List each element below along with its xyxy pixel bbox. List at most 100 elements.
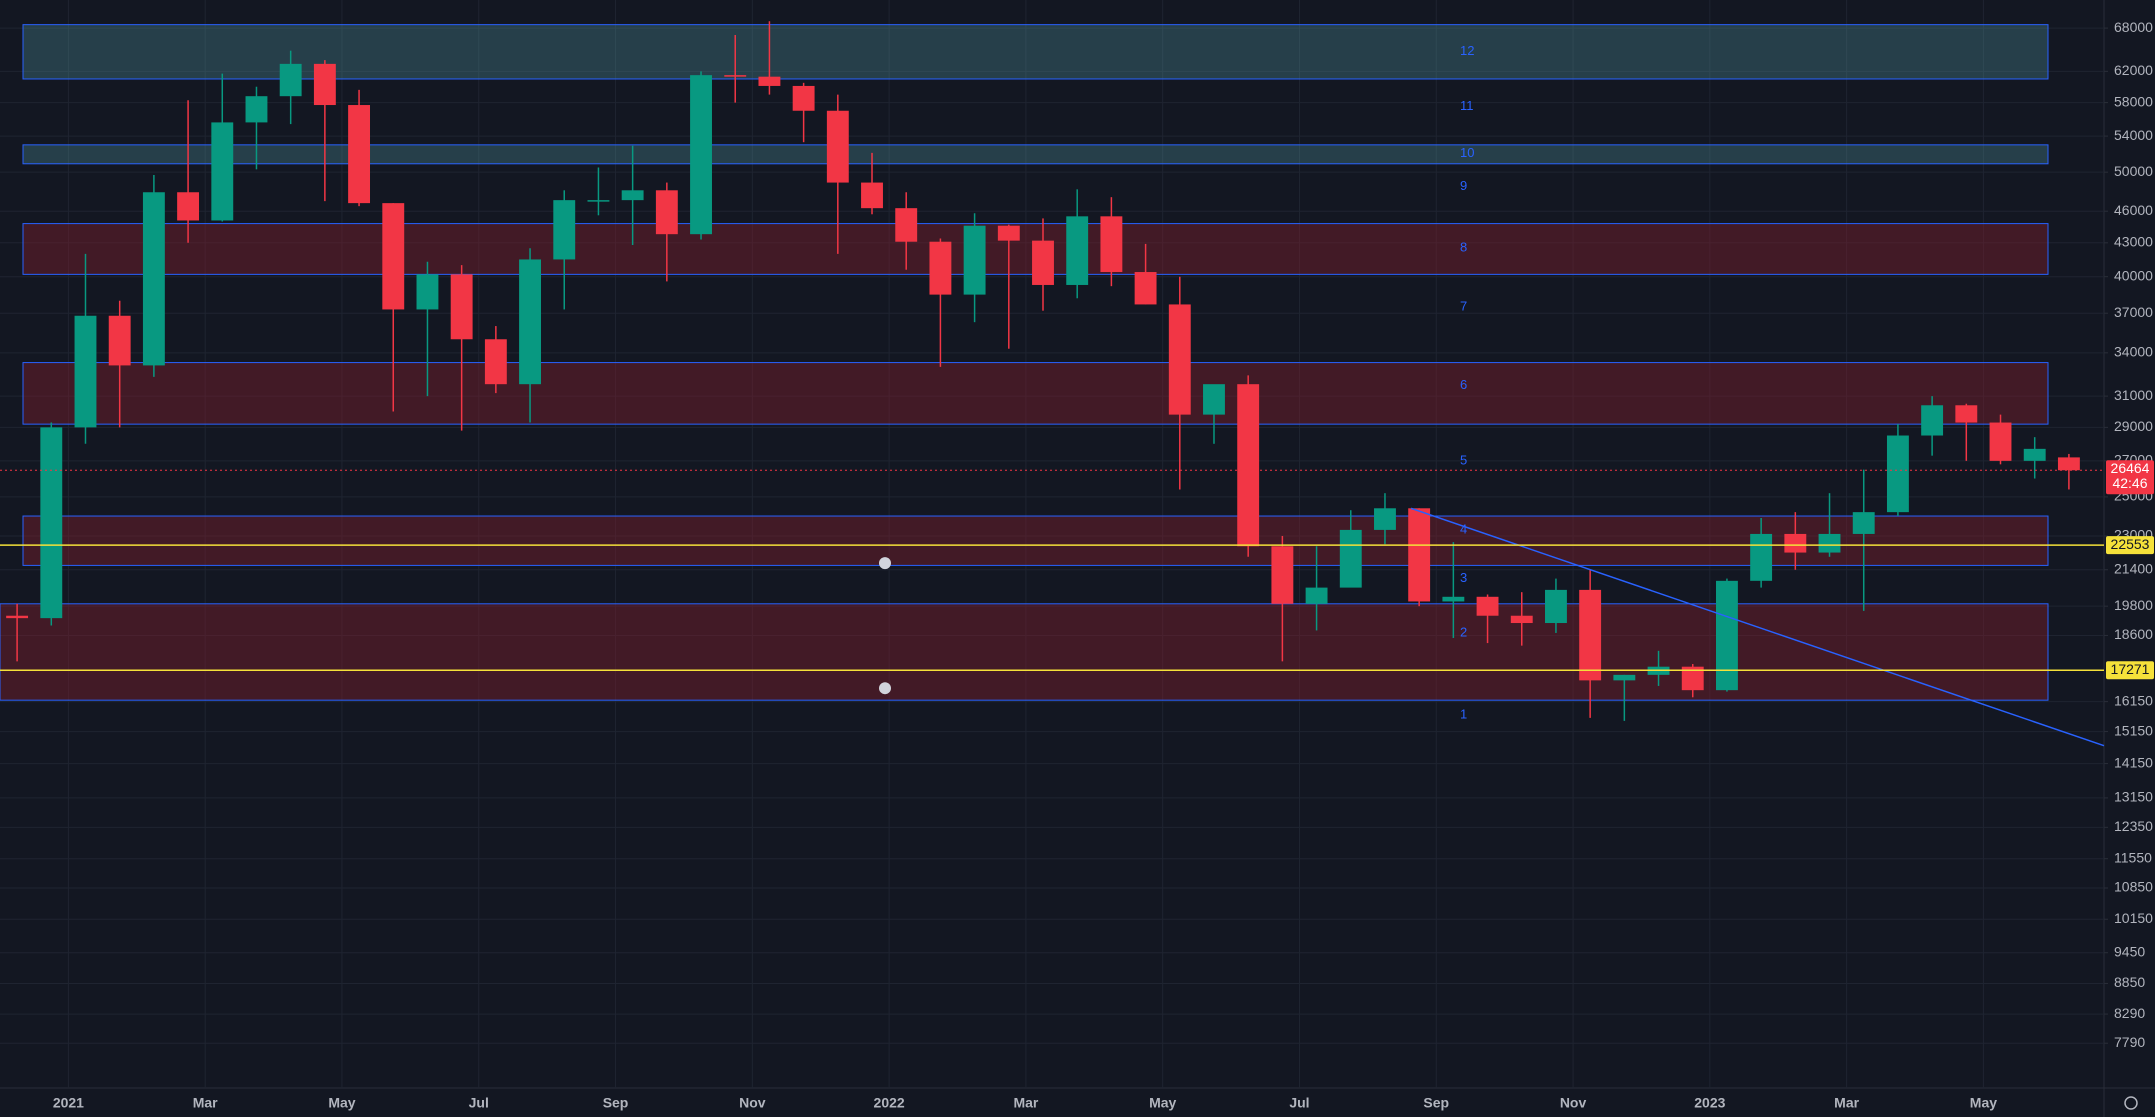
countdown-label: 42:46 [2112, 475, 2147, 491]
candle-body [724, 75, 747, 77]
candle-body [1305, 587, 1328, 604]
candle-body [1921, 405, 1944, 436]
candle-body [1579, 589, 1602, 681]
level-label: 8 [1460, 240, 1467, 255]
x-tick-label: 2023 [1694, 1095, 1725, 1111]
candle-body [861, 182, 883, 209]
y-tick-label: 10850 [2114, 879, 2153, 895]
x-tick-label: Jul [469, 1095, 489, 1111]
x-tick-label: Nov [1560, 1095, 1587, 1111]
x-tick-label: Sep [603, 1095, 629, 1111]
settings-icon[interactable] [2124, 1096, 2138, 1110]
zone-box [22, 362, 2049, 425]
x-tick-label: May [1149, 1095, 1176, 1111]
y-tick-label: 54000 [2114, 127, 2153, 143]
level-label: 5 [1460, 452, 1467, 467]
candle-body [655, 190, 678, 235]
candle-body [1032, 240, 1054, 285]
candle-body [1989, 422, 2012, 461]
candle-body [997, 225, 1020, 241]
candle-body [1852, 512, 1875, 534]
gear[interactable] [2124, 1096, 2138, 1110]
y-tick-label: 68000 [2114, 19, 2153, 35]
candle-body [74, 315, 97, 428]
y-tick-label: 8850 [2114, 974, 2145, 990]
x-tick-label: Mar [1013, 1095, 1038, 1111]
level-label: 9 [1460, 178, 1467, 193]
candle-body [1715, 580, 1738, 691]
x-tick-label: Jul [1289, 1095, 1309, 1111]
candle-body [1271, 546, 1294, 604]
candle-body [484, 339, 507, 385]
alarm-icon-circle [879, 682, 891, 695]
candle-body [553, 200, 576, 260]
x-tick-label: Sep [1423, 1095, 1449, 1111]
candle-body [313, 63, 336, 106]
y-tick-label: 29000 [2114, 418, 2153, 434]
y-tick-label: 8290 [2114, 1005, 2145, 1021]
y-tick-label: 18600 [2114, 626, 2153, 642]
price-badge [2106, 536, 2154, 555]
x-tick-label: Mar [1834, 1095, 1859, 1111]
candle-body [1750, 533, 1773, 581]
y-tick-label: 31000 [2114, 387, 2153, 403]
candle-body [108, 315, 131, 366]
level-label: 11 [1460, 98, 1474, 113]
candle-body [826, 110, 849, 183]
y-tick-label: 14150 [2114, 754, 2153, 770]
y-tick-label: 40000 [2114, 267, 2153, 283]
y-tick-label: 12350 [2114, 818, 2153, 834]
candle-body [1374, 508, 1396, 530]
level-label: 4 [1460, 521, 1467, 536]
candle-body [963, 225, 986, 295]
alarm-icon-circle [879, 557, 891, 570]
candle-body [1784, 533, 1807, 553]
candle-body [587, 200, 610, 202]
y-tick-label: 13150 [2114, 789, 2153, 805]
y-tick-label: 62000 [2114, 62, 2153, 78]
x-tick-label: May [328, 1095, 355, 1111]
y-tick-label: 37000 [2114, 304, 2153, 320]
candle-body [621, 190, 644, 201]
candle-body [690, 75, 712, 235]
candle-body [1818, 533, 1841, 553]
level-label: 7 [1460, 298, 1467, 313]
y-tick-label: 16150 [2114, 692, 2153, 708]
y-tick-label: 11550 [2114, 849, 2152, 865]
x-tick-label: 2021 [53, 1095, 84, 1111]
candle-body [1681, 666, 1704, 691]
x-tick-label: Mar [193, 1095, 218, 1111]
candle-body [519, 259, 541, 385]
y-tick-label: 43000 [2114, 234, 2153, 250]
level-label: 3 [1460, 570, 1467, 585]
y-tick-label: 50000 [2114, 163, 2153, 179]
x-tick-label: 2022 [874, 1095, 905, 1111]
candle-body [758, 76, 781, 86]
candle-body [211, 122, 234, 221]
y-tick-label: 58000 [2114, 93, 2153, 109]
candle-body [1510, 615, 1533, 624]
candle-body [1066, 216, 1089, 285]
x-tick-label: Nov [739, 1095, 766, 1111]
price-badge [2106, 661, 2154, 680]
candle-body [2057, 457, 2080, 471]
y-tick-label: 34000 [2114, 344, 2153, 360]
y-tick-label: 7790 [2114, 1034, 2145, 1050]
candle-body [450, 274, 473, 340]
level-label: 12 [1460, 43, 1474, 58]
candle-body [1886, 435, 1909, 513]
candle-body [1476, 596, 1499, 616]
candle-body [1613, 674, 1636, 681]
candle-body [895, 208, 918, 242]
candle-body [2023, 448, 2046, 461]
price-badge-label: 22553 [2111, 536, 2150, 552]
candle-body [1168, 304, 1191, 415]
y-tick-label: 21400 [2114, 560, 2153, 576]
candle-body [348, 105, 371, 204]
y-tick-label: 15150 [2114, 722, 2153, 738]
candle-body [6, 615, 29, 619]
candle-body [1442, 596, 1465, 602]
zone-box [0, 603, 2049, 701]
x-tick-label: May [1970, 1095, 1997, 1111]
alarm-icon [879, 557, 891, 570]
